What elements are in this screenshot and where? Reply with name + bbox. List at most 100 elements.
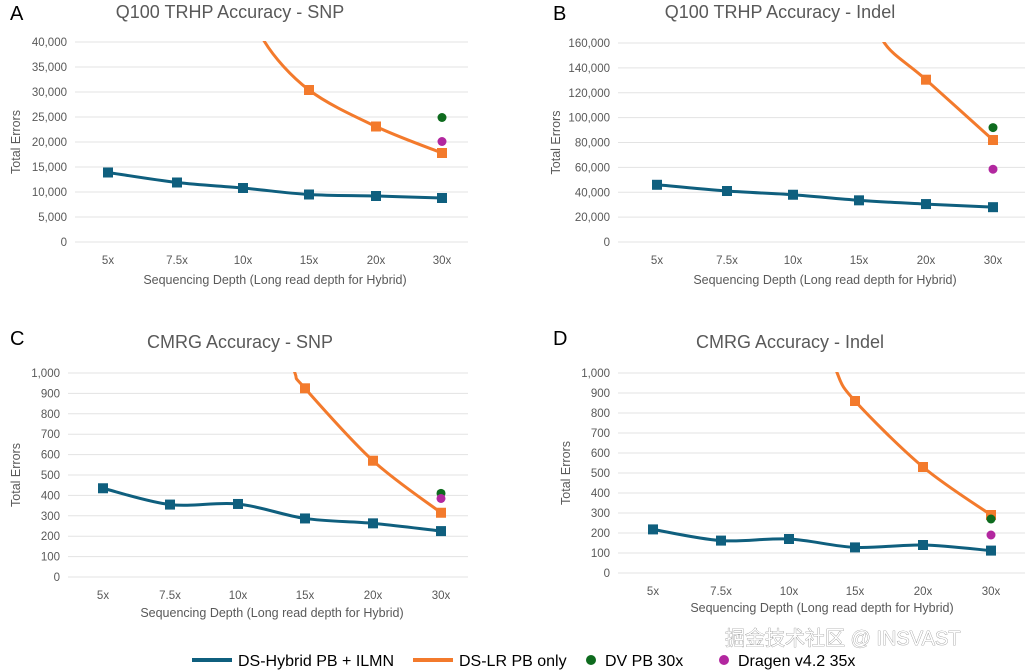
y-tick-label: 35,000 (32, 62, 67, 74)
y-tick-label: 100,000 (568, 113, 610, 125)
x-tick-label: 30x (982, 586, 1001, 598)
legend-label: DS-Hybrid PB + ILMN (238, 653, 394, 670)
x-tick-label: 5x (102, 255, 114, 267)
x-tick-label: 10x (784, 255, 803, 267)
x-tick-label: 7.5x (159, 590, 181, 602)
legend-label: Dragen v4.2 35x (738, 653, 855, 670)
x-axis-label: Sequencing Depth (Long read depth for Hy… (693, 273, 956, 287)
marker-hybrid (788, 189, 798, 200)
y-tick-label: 20,000 (575, 212, 610, 224)
x-tick-label: 15x (296, 590, 315, 602)
x-tick-label: 30x (984, 255, 1003, 267)
marker-hybrid (716, 535, 726, 546)
legend-item: DS-Hybrid PB + ILMN (192, 653, 394, 670)
y-tick-label: 200 (591, 528, 610, 540)
y-tick-label: 300 (41, 511, 60, 523)
point-dv (986, 514, 996, 524)
marker-lr (988, 135, 998, 146)
series-line-lr (835, 372, 993, 517)
x-tick-label: 15x (846, 586, 865, 598)
x-axis-label: Sequencing Depth (Long read depth for Hy… (690, 601, 953, 615)
y-tick-label: 20,000 (32, 137, 67, 149)
marker-lr (436, 507, 446, 518)
legend-label: DV PB 30x (605, 653, 683, 670)
y-tick-label: 0 (604, 568, 610, 580)
panel-letter: B (553, 3, 566, 25)
panel-letter: C (10, 328, 24, 350)
y-tick-label: 500 (591, 468, 610, 480)
x-axis-label: Sequencing Depth (Long read depth for Hy… (143, 273, 406, 287)
marker-hybrid (986, 545, 996, 556)
y-tick-label: 100 (591, 548, 610, 560)
y-tick-label: 900 (41, 388, 60, 400)
marker-hybrid (921, 199, 931, 210)
plot-area (98, 372, 446, 537)
marker-hybrid (233, 498, 243, 509)
y-tick-label: 10,000 (32, 187, 67, 199)
chart-panel-b: B Q100 TRHP Accuracy - Indel 0 20,000 40,000… (549, 2, 1025, 287)
plot-area (652, 42, 998, 213)
y-tick-label: 40,000 (32, 37, 67, 49)
point-dv (988, 123, 998, 133)
y-tick-label: 600 (591, 448, 610, 460)
legend-item: DS-LR PB only (413, 653, 567, 670)
marker-hybrid (172, 177, 182, 188)
legend-item: DV PB 30x (586, 653, 683, 670)
marker-hybrid (436, 526, 446, 537)
marker-hybrid (98, 483, 108, 494)
plot-area (103, 41, 447, 203)
series-line-lr (293, 372, 443, 515)
y-axis-label: Total Errors (549, 111, 563, 175)
marker-lr (437, 148, 447, 158)
y-tick-label: 600 (41, 450, 60, 462)
marker-hybrid (854, 195, 864, 206)
x-tick-label: 7.5x (710, 586, 732, 598)
chart-panel-c: C CMRG Accuracy - SNP 0 100 200 300 400 500 600 7… (9, 328, 468, 620)
legend-dot-swatch (586, 655, 596, 665)
marker-lr (300, 383, 310, 394)
chart-title: Q100 TRHP Accuracy - SNP (116, 2, 344, 22)
chart-title: Q100 TRHP Accuracy - Indel (665, 2, 895, 22)
x-tick-label: 20x (364, 590, 383, 602)
y-tick-label: 120,000 (568, 88, 610, 100)
y-tick-label: 30,000 (32, 87, 67, 99)
y-tick-label: 900 (591, 388, 610, 400)
marker-hybrid (165, 499, 175, 510)
y-tick-label: 40,000 (575, 187, 610, 199)
marker-hybrid (784, 534, 794, 544)
panel-letter: D (553, 328, 567, 350)
y-tick-label: 15,000 (32, 162, 67, 174)
y-tick-label: 1,000 (581, 368, 610, 380)
y-tick-label: 25,000 (32, 112, 67, 124)
y-axis-label: Total Errors (9, 110, 23, 174)
x-tick-label: 5x (647, 586, 659, 598)
legend-item: Dragen v4.2 35x (719, 653, 855, 670)
x-tick-label: 30x (432, 590, 451, 602)
marker-hybrid (304, 189, 314, 200)
x-tick-label: 7.5x (716, 255, 738, 267)
y-tick-label: 80,000 (575, 138, 610, 150)
plot-area (648, 372, 996, 556)
x-tick-label: 20x (917, 255, 936, 267)
legend-label: DS-LR PB only (459, 653, 567, 670)
y-axis-label: Total Errors (559, 441, 573, 505)
panel-letter: A (10, 3, 24, 25)
y-axis-label: Total Errors (9, 443, 23, 507)
legend: DS-Hybrid PB + ILMN DS-LR PB only DV PB 30… (192, 653, 855, 670)
chart-title: CMRG Accuracy - Indel (696, 332, 884, 352)
x-axis-label: Sequencing Depth (Long read depth for Hy… (140, 606, 403, 620)
x-tick-label: 20x (367, 255, 386, 267)
chart-title: CMRG Accuracy - SNP (147, 332, 333, 352)
series-line-hybrid (106, 171, 444, 200)
y-tick-label: 160,000 (568, 38, 610, 50)
x-tick-label: 30x (433, 255, 452, 267)
series-line-hybrid (655, 183, 995, 209)
marker-lr (371, 121, 381, 132)
y-tick-label: 0 (54, 572, 60, 584)
y-tick-label: 200 (41, 531, 60, 543)
marker-hybrid (648, 524, 658, 535)
watermark: 掘金技术社区 @ INSVAST (725, 627, 961, 650)
y-tick-label: 800 (41, 409, 60, 421)
marker-hybrid (437, 193, 447, 203)
